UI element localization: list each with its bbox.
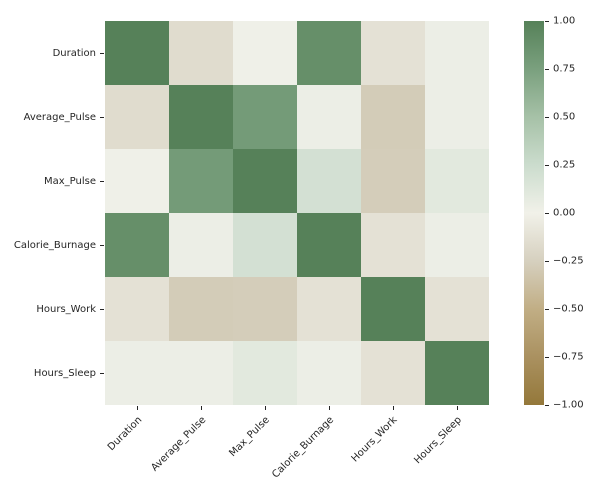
heatmap-cell-Average_Pulse-Hours_Sleep <box>425 85 489 149</box>
heatmap-cell-Hours_Work-Max_Pulse <box>233 277 297 341</box>
y-tick-mark <box>100 117 104 118</box>
y-tick-label-Max_Pulse: Max_Pulse <box>43 175 96 187</box>
heatmap-cell-Average_Pulse-Calorie_Burnage <box>297 85 361 149</box>
x-tick-label-Max_Pulse: Max_Pulse <box>227 414 272 460</box>
x-tick-label-Average_Pulse: Average_Pulse <box>148 414 208 474</box>
heatmap-cell-Average_Pulse-Duration <box>105 85 169 149</box>
heatmap-cell-Hours_Sleep-Hours_Work <box>361 341 425 405</box>
x-tick-label-Hours_Sleep: Hours_Sleep <box>412 414 464 467</box>
heatmap-cell-Average_Pulse-Average_Pulse <box>169 85 233 149</box>
colorbar-tick-label: 0.75 <box>553 63 576 75</box>
heatmap-cell-Calorie_Burnage-Duration <box>105 213 169 277</box>
y-tick-label-Calorie_Burnage: Calorie_Burnage <box>13 239 96 251</box>
heatmap-cell-Duration-Hours_Work <box>361 21 425 85</box>
colorbar-tick-label: 1.00 <box>553 15 576 27</box>
y-tick-label-Duration: Duration <box>52 47 96 59</box>
heatmap-cell-Calorie_Burnage-Hours_Sleep <box>425 213 489 277</box>
heatmap-cell-Hours_Work-Duration <box>105 277 169 341</box>
heatmap-cell-Max_Pulse-Duration <box>105 149 169 213</box>
colorbar-tick-label: −0.75 <box>553 351 584 363</box>
heatmap-cell-Duration-Calorie_Burnage <box>297 21 361 85</box>
x-tick-label-Calorie_Burnage: Calorie_Burnage <box>270 414 336 481</box>
heatmap-grid <box>105 21 489 405</box>
heatmap-cell-Calorie_Burnage-Hours_Work <box>361 213 425 277</box>
x-tick-mark <box>329 406 330 410</box>
y-tick-mark <box>100 373 104 374</box>
heatmap-cell-Hours_Sleep-Hours_Sleep <box>425 341 489 405</box>
y-tick-mark <box>100 309 104 310</box>
x-tick-mark <box>265 406 266 410</box>
heatmap-cell-Calorie_Burnage-Max_Pulse <box>233 213 297 277</box>
heatmap-cell-Calorie_Burnage-Calorie_Burnage <box>297 213 361 277</box>
x-tick-label-Hours_Work: Hours_Work <box>349 414 400 465</box>
colorbar-tick-mark <box>545 21 549 22</box>
heatmap-cell-Max_Pulse-Hours_Sleep <box>425 149 489 213</box>
colorbar-tick-mark <box>545 357 549 358</box>
heatmap-cell-Hours_Sleep-Duration <box>105 341 169 405</box>
heatmap-cell-Duration-Hours_Sleep <box>425 21 489 85</box>
heatmap-cell-Hours_Work-Calorie_Burnage <box>297 277 361 341</box>
y-tick-mark <box>100 181 104 182</box>
y-tick-mark <box>100 245 104 246</box>
colorbar-tick-mark <box>545 117 549 118</box>
colorbar-tick-mark <box>545 405 549 406</box>
heatmap-cell-Hours_Sleep-Calorie_Burnage <box>297 341 361 405</box>
colorbar-tick-label: −1.00 <box>553 399 584 411</box>
heatmap-cell-Average_Pulse-Max_Pulse <box>233 85 297 149</box>
heatmap-cell-Average_Pulse-Hours_Work <box>361 85 425 149</box>
heatmap-cell-Max_Pulse-Max_Pulse <box>233 149 297 213</box>
y-tick-mark <box>100 53 104 54</box>
y-tick-label-Hours_Work: Hours_Work <box>36 303 96 315</box>
y-tick-label-Average_Pulse: Average_Pulse <box>23 111 96 123</box>
heatmap-cell-Duration-Max_Pulse <box>233 21 297 85</box>
colorbar-tick-mark <box>545 213 549 214</box>
heatmap-cell-Max_Pulse-Hours_Work <box>361 149 425 213</box>
colorbar-tick-label: 0.00 <box>553 207 576 219</box>
heatmap-cell-Hours_Work-Average_Pulse <box>169 277 233 341</box>
x-tick-label-Duration: Duration <box>105 414 144 454</box>
y-tick-label-Hours_Sleep: Hours_Sleep <box>33 367 96 379</box>
colorbar-tick-label: −0.25 <box>553 255 584 267</box>
x-tick-mark <box>137 406 138 410</box>
heatmap-cell-Hours_Work-Hours_Work <box>361 277 425 341</box>
heatmap-cell-Max_Pulse-Average_Pulse <box>169 149 233 213</box>
x-tick-mark <box>457 406 458 410</box>
heatmap-cell-Hours_Sleep-Average_Pulse <box>169 341 233 405</box>
colorbar-tick-mark <box>545 309 549 310</box>
colorbar-tick-mark <box>545 69 549 70</box>
colorbar-tick-label: 0.50 <box>553 111 576 123</box>
colorbar-tick-label: 0.25 <box>553 159 576 171</box>
x-tick-mark <box>201 406 202 410</box>
heatmap-cell-Duration-Duration <box>105 21 169 85</box>
heatmap-cell-Calorie_Burnage-Average_Pulse <box>169 213 233 277</box>
heatmap-cell-Duration-Average_Pulse <box>169 21 233 85</box>
colorbar-tick-label: −0.50 <box>553 303 584 315</box>
heatmap-cell-Hours_Sleep-Max_Pulse <box>233 341 297 405</box>
colorbar <box>524 21 544 405</box>
colorbar-tick-mark <box>545 165 549 166</box>
x-tick-mark <box>393 406 394 410</box>
heatmap-cell-Max_Pulse-Calorie_Burnage <box>297 149 361 213</box>
heatmap-cell-Hours_Work-Hours_Sleep <box>425 277 489 341</box>
colorbar-tick-mark <box>545 261 549 262</box>
